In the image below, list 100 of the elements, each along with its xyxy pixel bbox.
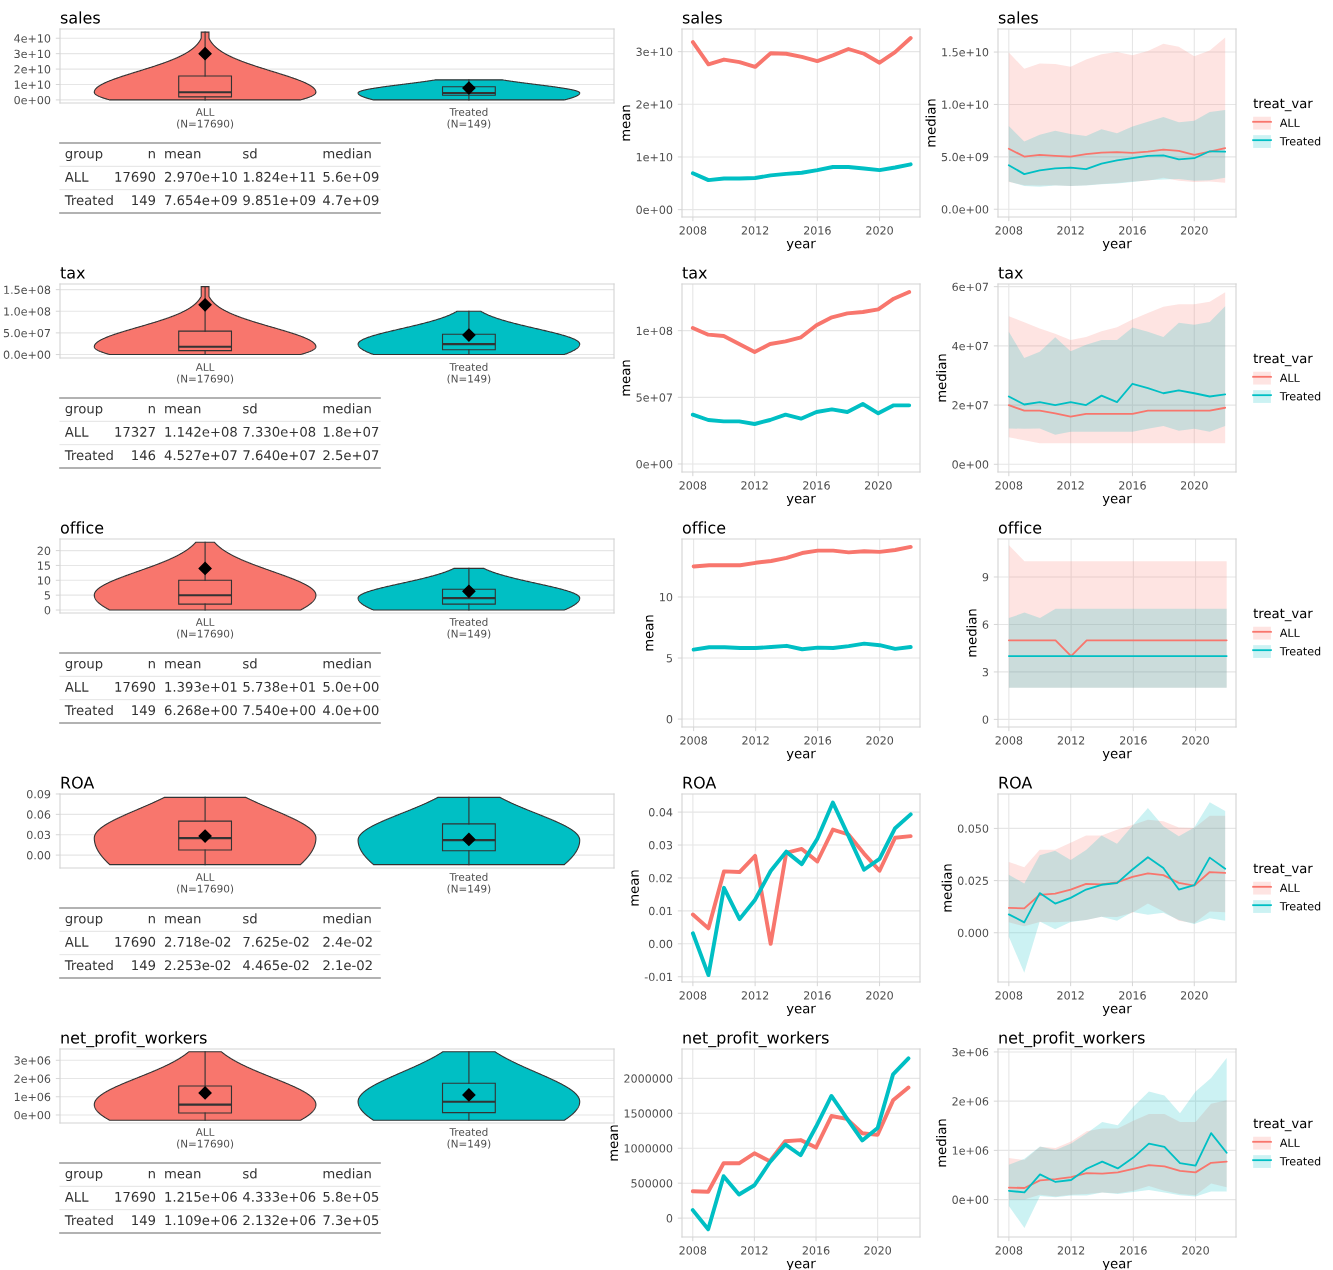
line-series (1007, 147, 1227, 158)
x-tick-label: Treated (N=149) (447, 617, 491, 639)
text: sd (243, 148, 257, 159)
y-tick-label: 3e+10 (14, 49, 51, 59)
text: 17690 (115, 681, 156, 692)
y-tick-label: 0e+00 (636, 459, 673, 469)
text: 6.268e+00 (164, 705, 237, 716)
text: median (323, 1168, 371, 1179)
y-tick-label: 2e+07 (952, 401, 989, 410)
chart-title: net_profit_workers (683, 1031, 829, 1048)
x-tick-label: 2012 (1057, 226, 1084, 235)
x-tick-label: 2020 (866, 991, 893, 1000)
text: 4.465e-02 (243, 960, 309, 971)
x-tick-label: ALL (N=17690) (177, 108, 234, 129)
x-tick-label: 2012 (741, 1246, 768, 1255)
y-tick-label: 10 (660, 592, 673, 602)
y-tick-label: 5 (44, 591, 50, 600)
y-tick-label: 0.02 (648, 873, 672, 883)
y-tick-label: 0 (666, 1214, 673, 1223)
x-tick-label: 2016 (1119, 481, 1146, 490)
y-tick-label: 4e+10 (14, 34, 51, 43)
y-tick-label: 3 (982, 667, 989, 677)
text: 1.8e+07 (323, 426, 379, 437)
legend-label: Treated (1279, 901, 1321, 911)
y-tick-label: 0.000 (957, 928, 989, 938)
x-tick-label: 2012 (1057, 1246, 1085, 1255)
text: median (323, 148, 371, 159)
text: 2.4e-02 (323, 936, 372, 947)
legend-title: treat_var (1253, 353, 1313, 367)
chart-title: net_profit_workers (61, 1031, 207, 1048)
x-tick-label: 2008 (679, 226, 707, 235)
x-tick-label: 2008 (995, 1246, 1023, 1255)
line-series (1007, 150, 1227, 176)
y-tick-label: 15 (38, 561, 50, 570)
y-tick-label: 0 (666, 715, 673, 724)
legend-label: Treated (1279, 391, 1321, 401)
line-series (690, 402, 912, 426)
x-tick-label: 2020 (1180, 991, 1208, 1000)
chart-title: tax (682, 267, 707, 279)
text: 2.718e-02 (164, 936, 231, 947)
y-tick-label: 0e+00 (14, 95, 51, 105)
x-tick-label: 2008 (995, 226, 1023, 235)
x-tick-label: 2012 (742, 736, 769, 745)
chart-title: sales (60, 11, 100, 24)
x-tick-label: 2008 (680, 736, 708, 745)
legend-label: ALL (1279, 1138, 1300, 1147)
text: ALL (64, 427, 89, 437)
y-tick-label: 3e+06 (14, 1056, 51, 1065)
y-tick-label: 1.5e+10 (942, 48, 989, 57)
legend-title: treat_var (1253, 98, 1313, 112)
y-tick-label: 0.0e+00 (3, 350, 51, 359)
text: Treated (64, 704, 113, 716)
y-tick-label: 1e+10 (14, 80, 51, 89)
y-tick-label: 0.04 (648, 808, 673, 817)
x-tick-label: 2012 (1057, 736, 1085, 745)
x-tick-label: 2008 (995, 481, 1023, 490)
y-tick-label: 1000000 (624, 1144, 673, 1153)
text: n (148, 915, 155, 924)
text: 2.970e+10 (164, 171, 237, 182)
text: 5.0e+00 (323, 681, 379, 692)
y-tick-label: 5.0e+07 (3, 328, 51, 338)
text: 7.330e+08 (243, 426, 316, 437)
chart-title: office (682, 521, 726, 534)
x-tick-label: 2016 (1120, 736, 1147, 745)
text: 4.527e+07 (164, 450, 237, 461)
line-series (691, 544, 913, 569)
x-axis-title: year (786, 750, 816, 761)
y-axis-title: median (925, 99, 936, 147)
legend-label: ALL (1279, 883, 1300, 892)
text: mean (165, 915, 201, 924)
line-series (1007, 382, 1227, 406)
x-axis-title: year (1102, 750, 1132, 761)
y-axis-title: median (941, 864, 952, 912)
y-tick-label: 0.050 (957, 824, 989, 833)
y-tick-label: 1.0e+08 (4, 307, 51, 316)
y-tick-label: 5 (666, 654, 672, 663)
chart-title: net_profit_workers (999, 1031, 1145, 1048)
x-tick-label: 2020 (864, 1246, 892, 1255)
text: 149 (132, 705, 156, 716)
x-tick-label: 2012 (1057, 481, 1084, 490)
legend-label: ALL (1279, 373, 1300, 382)
chart-title: ROA (999, 776, 1033, 789)
text: n (148, 660, 155, 669)
y-tick-label: 2000000 (624, 1074, 673, 1083)
x-tick-label: 2020 (1180, 226, 1208, 235)
text: 7.625e-02 (243, 936, 309, 947)
chart-title: sales (682, 11, 722, 24)
text: 4.7e+09 (323, 195, 379, 206)
x-tick-label: 2020 (866, 736, 894, 745)
y-axis-title: median (966, 609, 977, 657)
text: Treated (64, 1214, 113, 1226)
x-tick-label: ALL (N=17690) (177, 618, 234, 639)
y-tick-label: 0.00 (648, 939, 673, 949)
chart-title: sales (998, 11, 1038, 24)
text: sd (243, 1168, 257, 1179)
legend-title: treat_var (1253, 863, 1313, 877)
text: median (323, 658, 371, 669)
text: 146 (132, 450, 156, 461)
text: group (65, 150, 103, 162)
chart-title: ROA (683, 776, 717, 789)
